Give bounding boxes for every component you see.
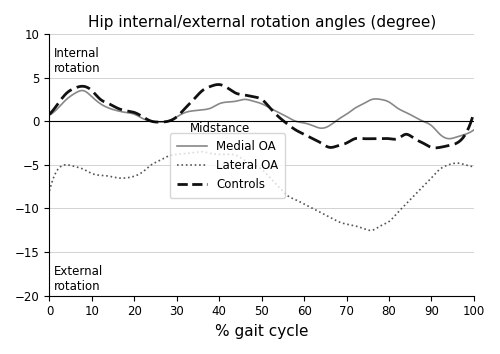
- Internal rotation: [395, 107, 401, 111]
- Lateral OA: [300, 201, 306, 206]
- Line: Internal rotation: Internal rotation: [50, 91, 474, 139]
- Lateral OA: [462, 163, 468, 167]
- Lateral OA: [198, 150, 204, 154]
- Internal rotation: [277, 111, 283, 115]
- Controls: [300, 132, 306, 136]
- Internal rotation: [446, 137, 452, 141]
- Internal rotation: [471, 128, 477, 132]
- Internal rotation: [462, 132, 468, 136]
- Text: Midstance: Midstance: [190, 122, 250, 135]
- Controls: [46, 112, 52, 116]
- Lateral OA: [368, 228, 374, 233]
- Lateral OA: [396, 209, 402, 213]
- Legend: Medial OA, Lateral OA, Controls: Medial OA, Lateral OA, Controls: [170, 133, 285, 198]
- Text: Internal
rotation: Internal rotation: [54, 47, 100, 75]
- Lateral OA: [277, 186, 283, 190]
- Internal rotation: [249, 99, 255, 103]
- Lateral OA: [249, 162, 255, 166]
- Lateral OA: [471, 165, 477, 169]
- Internal rotation: [79, 88, 85, 93]
- Title: Hip internal/external rotation angles (degree): Hip internal/external rotation angles (d…: [88, 15, 436, 30]
- Controls: [252, 95, 258, 99]
- X-axis label: % gait cycle: % gait cycle: [215, 324, 308, 339]
- Lateral OA: [252, 163, 258, 167]
- Controls: [249, 95, 255, 99]
- Internal rotation: [252, 99, 258, 104]
- Lateral OA: [46, 189, 52, 193]
- Controls: [432, 146, 438, 150]
- Text: External
rotation: External rotation: [54, 265, 103, 293]
- Controls: [462, 132, 468, 136]
- Internal rotation: [300, 121, 306, 125]
- Controls: [471, 110, 477, 115]
- Internal rotation: [46, 113, 52, 117]
- Controls: [395, 136, 401, 141]
- Controls: [277, 116, 283, 120]
- Line: Controls: Controls: [50, 85, 474, 148]
- Line: Lateral OA: Lateral OA: [50, 152, 474, 230]
- Controls: [216, 82, 222, 87]
